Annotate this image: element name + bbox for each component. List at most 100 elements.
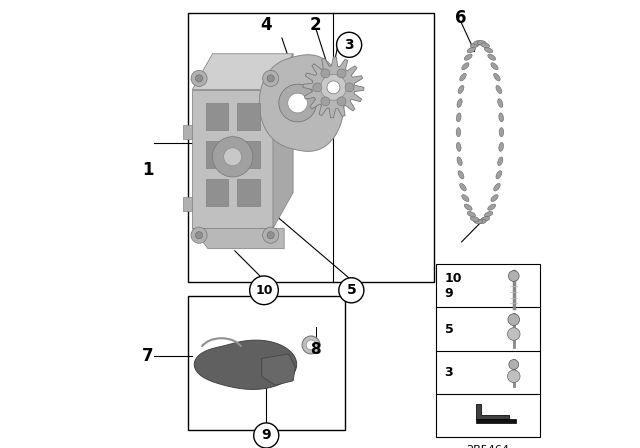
Circle shape [327,81,340,94]
Text: 3: 3 [445,366,453,379]
Ellipse shape [467,47,476,53]
Circle shape [267,232,275,239]
Circle shape [195,75,203,82]
Polygon shape [205,141,228,168]
Ellipse shape [491,63,498,70]
Ellipse shape [467,211,476,217]
Circle shape [321,74,346,100]
Circle shape [508,370,520,383]
Ellipse shape [477,219,486,224]
Polygon shape [183,125,192,139]
Circle shape [253,423,279,448]
Polygon shape [237,103,260,130]
Polygon shape [205,179,228,206]
Text: 10
9: 10 9 [445,272,462,300]
Ellipse shape [464,54,472,60]
Text: 3: 3 [344,38,354,52]
Ellipse shape [457,99,462,108]
Text: 8: 8 [310,342,321,357]
Ellipse shape [481,216,490,221]
Ellipse shape [488,204,495,210]
Circle shape [337,97,346,106]
Ellipse shape [481,43,490,48]
Circle shape [337,69,346,78]
Polygon shape [436,264,540,437]
Polygon shape [476,404,509,419]
Text: 6: 6 [456,9,467,27]
Polygon shape [262,354,296,385]
Circle shape [262,227,279,243]
Ellipse shape [470,216,479,221]
Circle shape [279,84,316,122]
Ellipse shape [474,41,483,45]
Polygon shape [183,197,192,211]
Polygon shape [188,296,344,430]
Ellipse shape [461,194,469,202]
Circle shape [509,360,518,370]
Circle shape [345,83,354,92]
Ellipse shape [491,194,498,202]
Ellipse shape [456,128,461,137]
Ellipse shape [499,128,504,137]
Circle shape [223,148,241,166]
Ellipse shape [499,142,504,151]
Ellipse shape [498,99,503,108]
Polygon shape [237,179,260,206]
Ellipse shape [499,113,504,122]
Circle shape [339,278,364,303]
Polygon shape [205,103,228,130]
Text: 4: 4 [260,16,272,34]
Circle shape [212,137,253,177]
Text: 1: 1 [142,161,153,179]
Ellipse shape [458,171,464,179]
Ellipse shape [460,73,466,81]
Ellipse shape [458,86,464,94]
Ellipse shape [306,340,316,350]
Polygon shape [192,54,293,90]
Polygon shape [192,90,273,228]
Circle shape [262,70,279,86]
Ellipse shape [484,211,493,217]
Ellipse shape [470,43,479,48]
Polygon shape [303,57,364,118]
Circle shape [337,32,362,57]
Text: 9: 9 [261,428,271,443]
Polygon shape [188,13,435,282]
Ellipse shape [456,142,461,151]
Text: 5: 5 [445,323,453,336]
Ellipse shape [474,219,483,224]
Ellipse shape [498,157,503,166]
Polygon shape [259,55,344,151]
Ellipse shape [484,47,493,53]
Ellipse shape [477,41,486,45]
Circle shape [321,69,330,78]
Text: 10: 10 [255,284,273,297]
Ellipse shape [493,183,500,191]
Ellipse shape [496,171,502,179]
Circle shape [195,232,203,239]
Ellipse shape [493,73,500,81]
Circle shape [321,97,330,106]
Circle shape [288,93,307,113]
Polygon shape [273,54,293,228]
Polygon shape [192,228,284,249]
Text: 7: 7 [141,347,154,365]
Ellipse shape [461,63,469,70]
Polygon shape [237,141,260,168]
Ellipse shape [496,86,502,94]
Polygon shape [476,419,516,423]
Circle shape [191,227,207,243]
Text: 2: 2 [310,16,321,34]
Circle shape [508,271,519,281]
Text: 2B5464: 2B5464 [467,445,509,448]
Ellipse shape [464,204,472,210]
Ellipse shape [456,113,461,122]
Ellipse shape [302,336,320,354]
Polygon shape [195,340,296,389]
Circle shape [313,83,322,92]
Ellipse shape [457,157,462,166]
Text: 5: 5 [346,283,356,297]
Ellipse shape [460,183,466,191]
Circle shape [250,276,278,305]
Circle shape [508,328,520,340]
